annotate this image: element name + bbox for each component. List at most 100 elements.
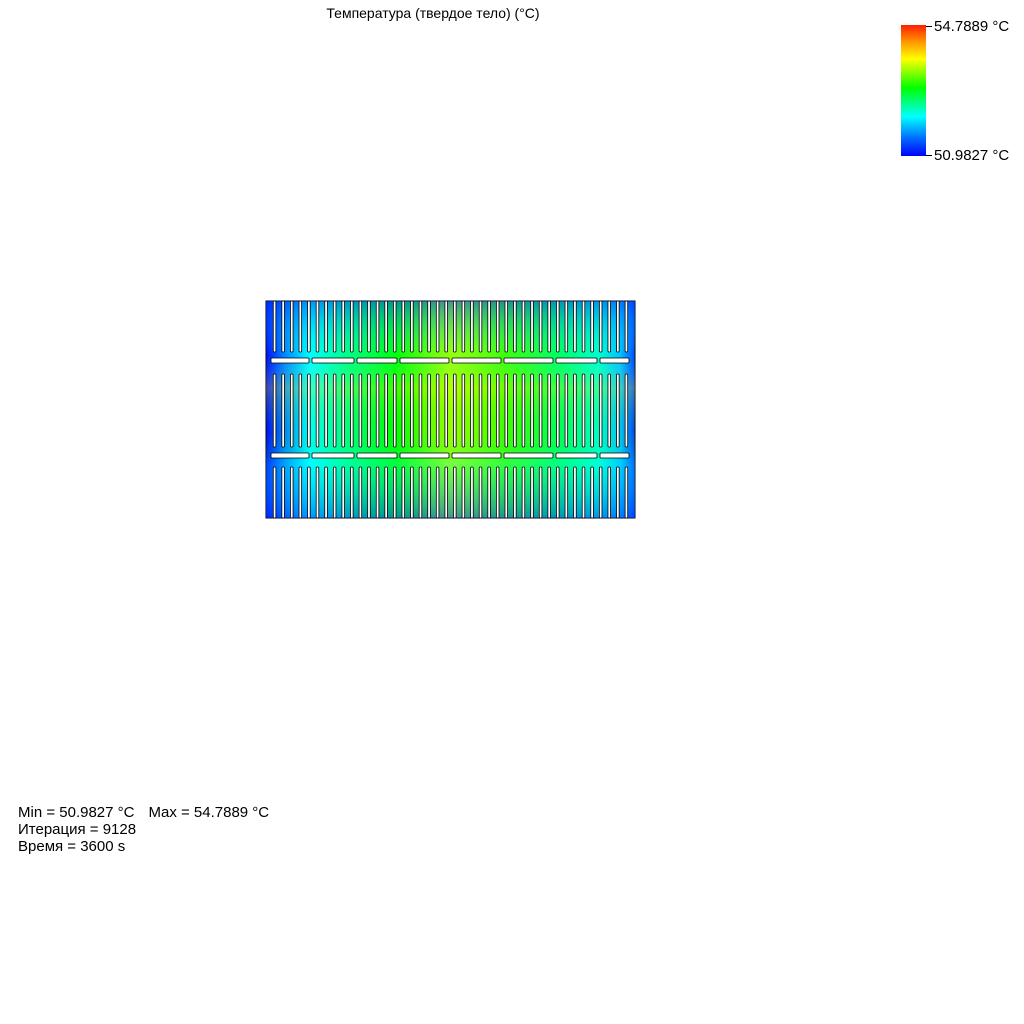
- fin-gap: [341, 373, 345, 448]
- color-scale-min-tick: [926, 155, 932, 156]
- fin-gap: [307, 466, 311, 519]
- fin-gap: [556, 466, 560, 519]
- fin-gap: [547, 300, 551, 353]
- fin-gap: [375, 466, 380, 519]
- fin-gap: [290, 466, 294, 519]
- fin-gap: [590, 373, 594, 448]
- fin-gap: [607, 300, 611, 353]
- heatsink-slot: [599, 452, 630, 459]
- fin-gap: [573, 300, 577, 353]
- heatsink-slot: [555, 452, 598, 459]
- fin-gap: [332, 466, 337, 519]
- fin-gap: [598, 300, 603, 353]
- fin-gap: [384, 466, 388, 519]
- fin-gap: [453, 373, 457, 448]
- fin-gap: [470, 373, 474, 448]
- fin-gap: [375, 373, 380, 448]
- fin-gap: [478, 373, 483, 448]
- fin-gap: [538, 300, 543, 353]
- color-scale-max-label: 54.7889 °C: [934, 18, 1010, 35]
- fin-gap: [598, 466, 603, 519]
- fin-gap: [453, 466, 457, 519]
- iteration-text: Итерация = 9128: [18, 821, 137, 838]
- heatsink-slot: [399, 452, 450, 459]
- fin-gap: [307, 300, 311, 353]
- fin-gap: [513, 300, 517, 353]
- fin-gap: [487, 373, 491, 448]
- fin-gap: [290, 373, 294, 448]
- fin-gap: [324, 300, 328, 353]
- fin-gap: [350, 466, 354, 519]
- fin-gap: [401, 373, 405, 448]
- fin-gap: [538, 466, 543, 519]
- fin-gap: [272, 300, 277, 353]
- fin-gap: [453, 300, 457, 353]
- fin-gap: [624, 300, 629, 353]
- fin-gap: [444, 300, 448, 353]
- fin-gap: [393, 466, 397, 519]
- fin-gap: [358, 373, 363, 448]
- fin-gap: [547, 373, 551, 448]
- fin-gaps: [272, 300, 629, 519]
- min-max-line: Min = 50.9827 °C Max = 54.7889 °C: [18, 804, 269, 821]
- max-value-text: Max = 54.7889 °C: [148, 804, 270, 821]
- fin-gap: [538, 373, 543, 448]
- heatsink-slot: [270, 452, 310, 459]
- fin-gap: [581, 300, 586, 353]
- heatsink-slot: [356, 452, 398, 459]
- fin-gap: [384, 300, 388, 353]
- fin-gap: [358, 466, 363, 519]
- fin-gap: [470, 466, 474, 519]
- heatsink-slot: [503, 357, 554, 364]
- fin-gap: [530, 300, 534, 353]
- fin-gap: [435, 466, 440, 519]
- fin-gap: [607, 466, 611, 519]
- fin-gap: [598, 373, 603, 448]
- fin-gap: [513, 466, 517, 519]
- fin-gap: [461, 373, 466, 448]
- fin-gap: [581, 373, 586, 448]
- fin-gap: [461, 466, 466, 519]
- heatsink-body: [265, 300, 636, 519]
- fin-gap: [384, 373, 388, 448]
- fin-gap: [401, 300, 405, 353]
- fin-gap: [607, 373, 611, 448]
- fin-gap: [315, 466, 320, 519]
- fin-gap: [521, 466, 526, 519]
- fin-gap: [298, 373, 303, 448]
- fin-gap: [556, 300, 560, 353]
- heatsink-slot: [503, 452, 554, 459]
- fin-gap: [350, 373, 354, 448]
- fin-gap: [487, 300, 491, 353]
- fin-gap: [315, 300, 320, 353]
- fin-gap: [410, 466, 414, 519]
- fin-gap: [410, 373, 414, 448]
- fin-gap: [281, 373, 285, 448]
- fin-gap: [341, 466, 345, 519]
- fin-gap: [581, 466, 586, 519]
- fin-gap: [590, 466, 594, 519]
- fin-gap: [272, 373, 277, 448]
- fin-gap: [427, 466, 431, 519]
- time-text: Время = 3600 s: [18, 838, 126, 855]
- fin-gap: [401, 466, 405, 519]
- fin-gap: [624, 466, 629, 519]
- fin-gap: [418, 373, 423, 448]
- fin-gap: [435, 300, 440, 353]
- fin-gap: [272, 466, 277, 519]
- fin-gap: [504, 373, 508, 448]
- fin-gap: [530, 373, 534, 448]
- fin-gap: [418, 466, 423, 519]
- heatsink-slot: [555, 357, 598, 364]
- fin-gap: [616, 466, 620, 519]
- fin-gap: [332, 300, 337, 353]
- fin-gap: [444, 466, 448, 519]
- plot-title: Температура (твердое тело) (°C): [326, 5, 540, 21]
- heatsink-temperature-map[interactable]: [265, 300, 637, 522]
- fin-gap: [367, 466, 371, 519]
- fin-gap: [307, 373, 311, 448]
- fin-gap: [298, 300, 303, 353]
- fin-gap: [513, 373, 517, 448]
- simulation-info: Min = 50.9827 °C Max = 54.7889 °C Итераци…: [18, 804, 269, 855]
- fin-gap: [624, 373, 629, 448]
